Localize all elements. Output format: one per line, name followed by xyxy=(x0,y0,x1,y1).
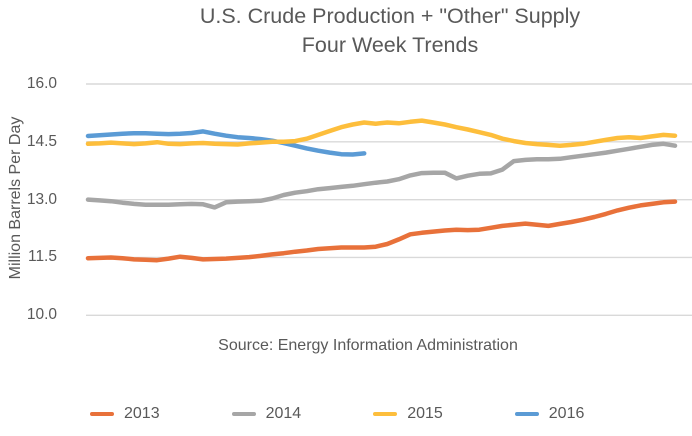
legend-swatch-2014 xyxy=(231,412,256,416)
legend-item-2015: 2015 xyxy=(373,405,443,423)
series-line-2016 xyxy=(85,129,367,157)
legend-label-2014: 2014 xyxy=(265,405,302,422)
series-line-2013 xyxy=(85,199,678,263)
chart-subtitle: Four Week Trends xyxy=(301,33,479,57)
legend-item-2013: 2013 xyxy=(90,405,160,423)
chart-title: U.S. Crude Production + "Other" Supply xyxy=(199,4,581,28)
series-line-2014 xyxy=(85,141,678,210)
y-tick-16: 16.0 xyxy=(26,75,57,92)
y-tick-10: 10.0 xyxy=(26,306,57,324)
legend-label-2016: 2016 xyxy=(548,405,585,422)
legend-swatch-2016 xyxy=(514,412,539,416)
legend-item-2014: 2014 xyxy=(231,405,302,423)
series-line-2015 xyxy=(85,118,678,148)
legend-swatch-2015 xyxy=(373,412,398,416)
y-tick-11-5: 11.5 xyxy=(27,248,57,266)
y-tick-13: 13.0 xyxy=(26,190,57,208)
legend-swatch-2013 xyxy=(90,412,114,416)
legend-item-2016: 2016 xyxy=(514,405,585,423)
legend-label-2015: 2015 xyxy=(407,405,443,422)
legend-label-2013: 2013 xyxy=(124,405,160,422)
legend: 2013 2014 2015 2016 xyxy=(90,405,584,423)
source-note: Source: Energy Information Administratio… xyxy=(218,337,518,354)
y-tick-14-5: 14.5 xyxy=(26,132,57,150)
